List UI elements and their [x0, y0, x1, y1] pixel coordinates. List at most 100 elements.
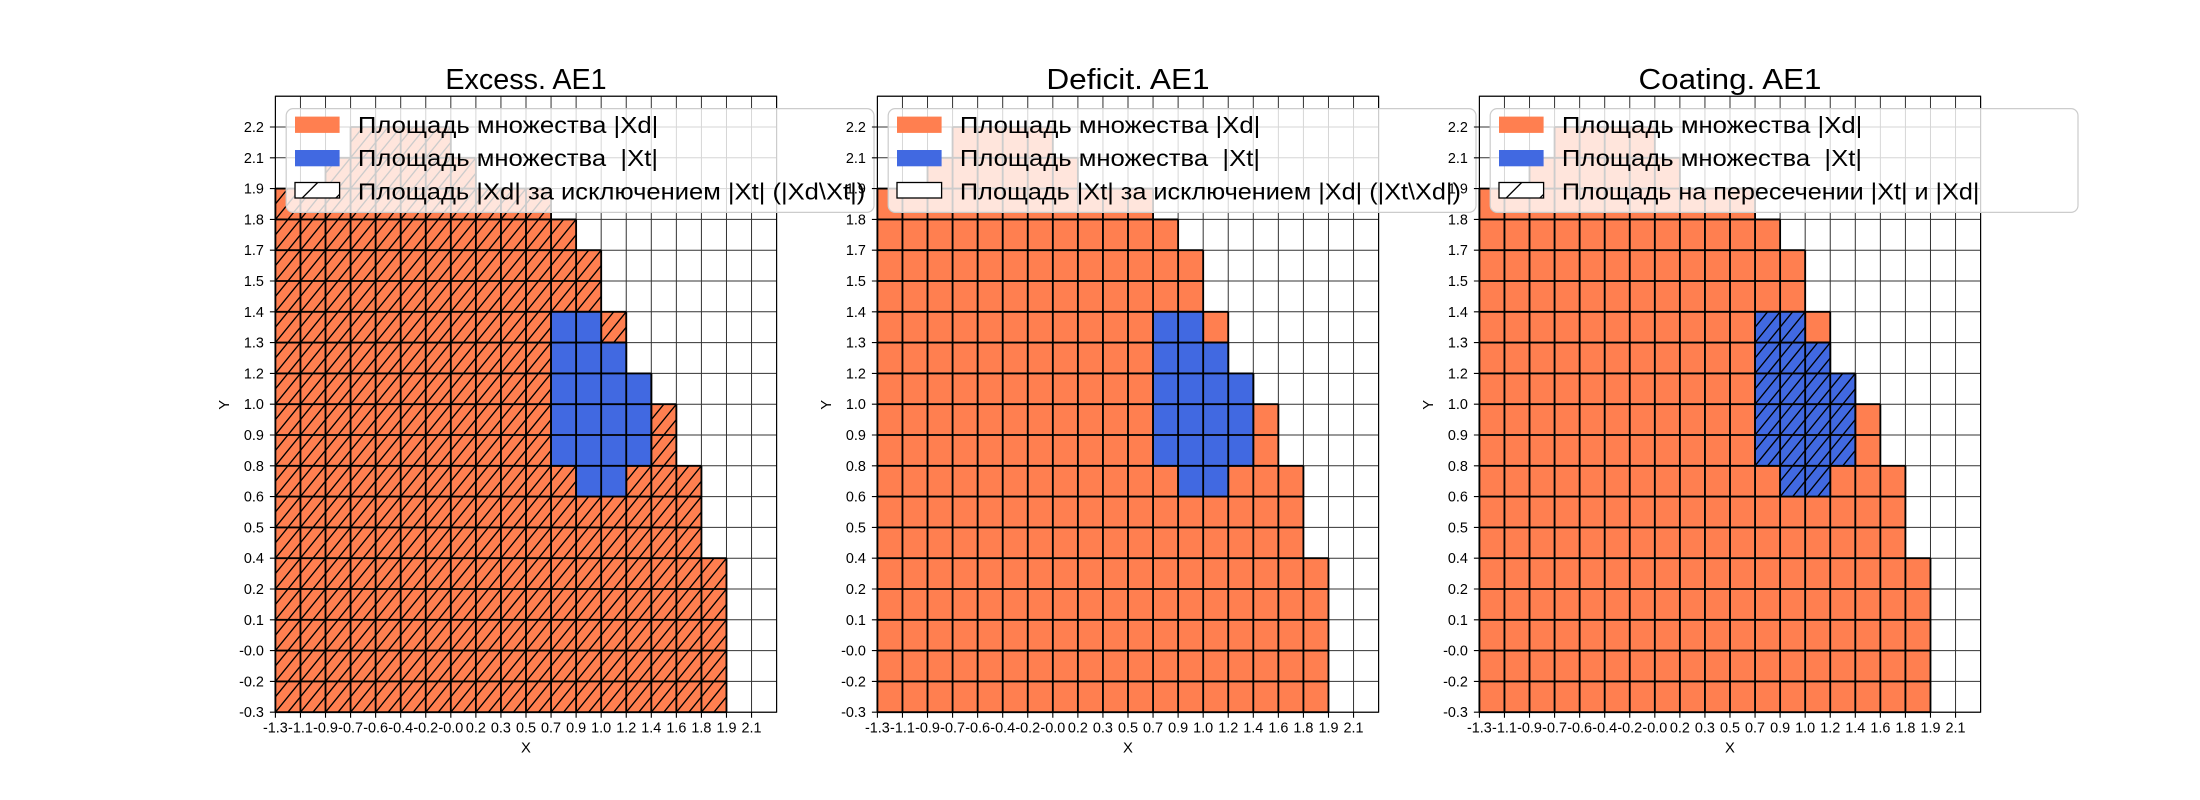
svg-text:0.6: 0.6 [244, 490, 264, 506]
svg-text:0.5: 0.5 [1118, 720, 1138, 736]
svg-text:-0.3: -0.3 [239, 705, 264, 721]
svg-text:0.1: 0.1 [244, 613, 264, 629]
svg-text:0.9: 0.9 [566, 720, 586, 736]
svg-text:1.6: 1.6 [1268, 720, 1288, 736]
svg-text:0.8: 0.8 [1448, 459, 1468, 475]
svg-text:X: X [1725, 740, 1735, 756]
svg-text:2.2: 2.2 [1448, 120, 1468, 136]
svg-text:Y: Y [1421, 400, 1437, 410]
svg-text:1.2: 1.2 [1820, 720, 1840, 736]
svg-text:-0.0: -0.0 [841, 644, 866, 660]
svg-text:-0.7: -0.7 [1542, 720, 1567, 736]
svg-text:0.1: 0.1 [846, 613, 866, 629]
svg-text:-1.1: -1.1 [890, 720, 915, 736]
svg-text:Площадь множества |Xt|: Площадь множества |Xt| [1562, 145, 1862, 171]
svg-text:-0.9: -0.9 [1517, 720, 1542, 736]
svg-text:1.8: 1.8 [846, 212, 866, 228]
svg-text:0.6: 0.6 [1448, 490, 1468, 506]
svg-text:-0.6: -0.6 [363, 720, 388, 736]
svg-text:1.9: 1.9 [846, 182, 866, 198]
svg-text:1.0: 1.0 [1795, 720, 1815, 736]
svg-text:-1.1: -1.1 [288, 720, 313, 736]
svg-text:Excess. AE1: Excess. AE1 [445, 64, 606, 96]
svg-text:1.2: 1.2 [1218, 720, 1238, 736]
svg-text:1.9: 1.9 [716, 720, 736, 736]
svg-text:0.7: 0.7 [1745, 720, 1765, 736]
svg-text:1.4: 1.4 [846, 305, 866, 321]
svg-text:-0.0: -0.0 [438, 720, 463, 736]
svg-text:1.9: 1.9 [244, 182, 264, 198]
svg-text:1.4: 1.4 [1243, 720, 1263, 736]
svg-text:1.2: 1.2 [846, 366, 866, 382]
svg-text:-0.3: -0.3 [841, 705, 866, 721]
svg-text:0.4: 0.4 [244, 551, 264, 567]
svg-text:-0.2: -0.2 [841, 674, 866, 690]
svg-text:1.7: 1.7 [244, 243, 264, 259]
svg-text:0.5: 0.5 [516, 720, 536, 736]
svg-text:0.5: 0.5 [846, 520, 866, 536]
svg-text:0.8: 0.8 [846, 459, 866, 475]
svg-text:-0.9: -0.9 [915, 720, 940, 736]
svg-text:1.7: 1.7 [846, 243, 866, 259]
svg-text:1.6: 1.6 [1870, 720, 1890, 736]
svg-text:0.5: 0.5 [244, 520, 264, 536]
svg-text:2.1: 2.1 [742, 720, 762, 736]
svg-text:0.9: 0.9 [1168, 720, 1188, 736]
svg-text:2.1: 2.1 [244, 151, 264, 167]
svg-text:1.3: 1.3 [846, 336, 866, 352]
svg-text:1.9: 1.9 [1448, 182, 1468, 198]
svg-text:-0.3: -0.3 [1443, 705, 1468, 721]
svg-text:0.3: 0.3 [1695, 720, 1715, 736]
svg-text:1.0: 1.0 [1448, 397, 1468, 413]
svg-text:-0.9: -0.9 [313, 720, 338, 736]
svg-text:Deficit. AE1: Deficit. AE1 [1046, 64, 1209, 96]
svg-text:2.2: 2.2 [846, 120, 866, 136]
svg-text:0.6: 0.6 [846, 490, 866, 506]
svg-text:1.2: 1.2 [1448, 366, 1468, 382]
svg-text:1.8: 1.8 [1293, 720, 1313, 736]
svg-text:X: X [521, 740, 531, 756]
svg-text:1.8: 1.8 [1448, 212, 1468, 228]
svg-text:1.7: 1.7 [1448, 243, 1468, 259]
svg-text:-0.2: -0.2 [1617, 720, 1642, 736]
svg-text:0.2: 0.2 [244, 582, 264, 598]
svg-text:1.9: 1.9 [1318, 720, 1338, 736]
svg-text:0.3: 0.3 [1093, 720, 1113, 736]
svg-text:-0.4: -0.4 [990, 720, 1015, 736]
svg-text:Площадь множества |Xt|: Площадь множества |Xt| [358, 145, 658, 171]
svg-text:1.4: 1.4 [244, 305, 264, 321]
svg-text:0.9: 0.9 [846, 428, 866, 444]
svg-text:Площадь множества |Xd|: Площадь множества |Xd| [358, 112, 658, 138]
svg-text:0.2: 0.2 [1670, 720, 1690, 736]
svg-text:-0.0: -0.0 [239, 644, 264, 660]
svg-text:Площадь множества |Xt|: Площадь множества |Xt| [960, 145, 1260, 171]
svg-text:-0.0: -0.0 [1040, 720, 1065, 736]
svg-text:1.0: 1.0 [846, 397, 866, 413]
svg-text:1.4: 1.4 [1845, 720, 1865, 736]
svg-text:-0.4: -0.4 [388, 720, 413, 736]
svg-text:1.5: 1.5 [1448, 274, 1468, 290]
svg-text:1.2: 1.2 [616, 720, 636, 736]
svg-text:-0.2: -0.2 [239, 674, 264, 690]
svg-text:Площадь |Xt| за исключением |X: Площадь |Xt| за исключением |Xd| (|Xt\Xd… [960, 179, 1461, 205]
svg-text:2.1: 2.1 [1946, 720, 1966, 736]
svg-text:0.7: 0.7 [541, 720, 561, 736]
svg-text:Площадь множества |Xd|: Площадь множества |Xd| [960, 112, 1260, 138]
svg-text:0.7: 0.7 [1143, 720, 1163, 736]
svg-text:1.2: 1.2 [244, 366, 264, 382]
svg-text:2.1: 2.1 [1344, 720, 1364, 736]
svg-text:Площадь |Xd| за исключением |X: Площадь |Xd| за исключением |Xt| (|Xd\Xt… [358, 179, 865, 205]
svg-text:-0.0: -0.0 [1443, 644, 1468, 660]
svg-text:Площадь множества |Xd|: Площадь множества |Xd| [1562, 112, 1862, 138]
svg-text:-1.3: -1.3 [1467, 720, 1492, 736]
svg-text:-0.2: -0.2 [413, 720, 438, 736]
svg-text:2.1: 2.1 [846, 151, 866, 167]
svg-text:0.3: 0.3 [491, 720, 511, 736]
svg-text:0.2: 0.2 [1068, 720, 1088, 736]
svg-text:Y: Y [819, 400, 835, 410]
svg-text:2.2: 2.2 [244, 120, 264, 136]
svg-text:1.3: 1.3 [244, 336, 264, 352]
svg-text:1.5: 1.5 [244, 274, 264, 290]
svg-text:X: X [1123, 740, 1133, 756]
svg-text:-0.2: -0.2 [1015, 720, 1040, 736]
